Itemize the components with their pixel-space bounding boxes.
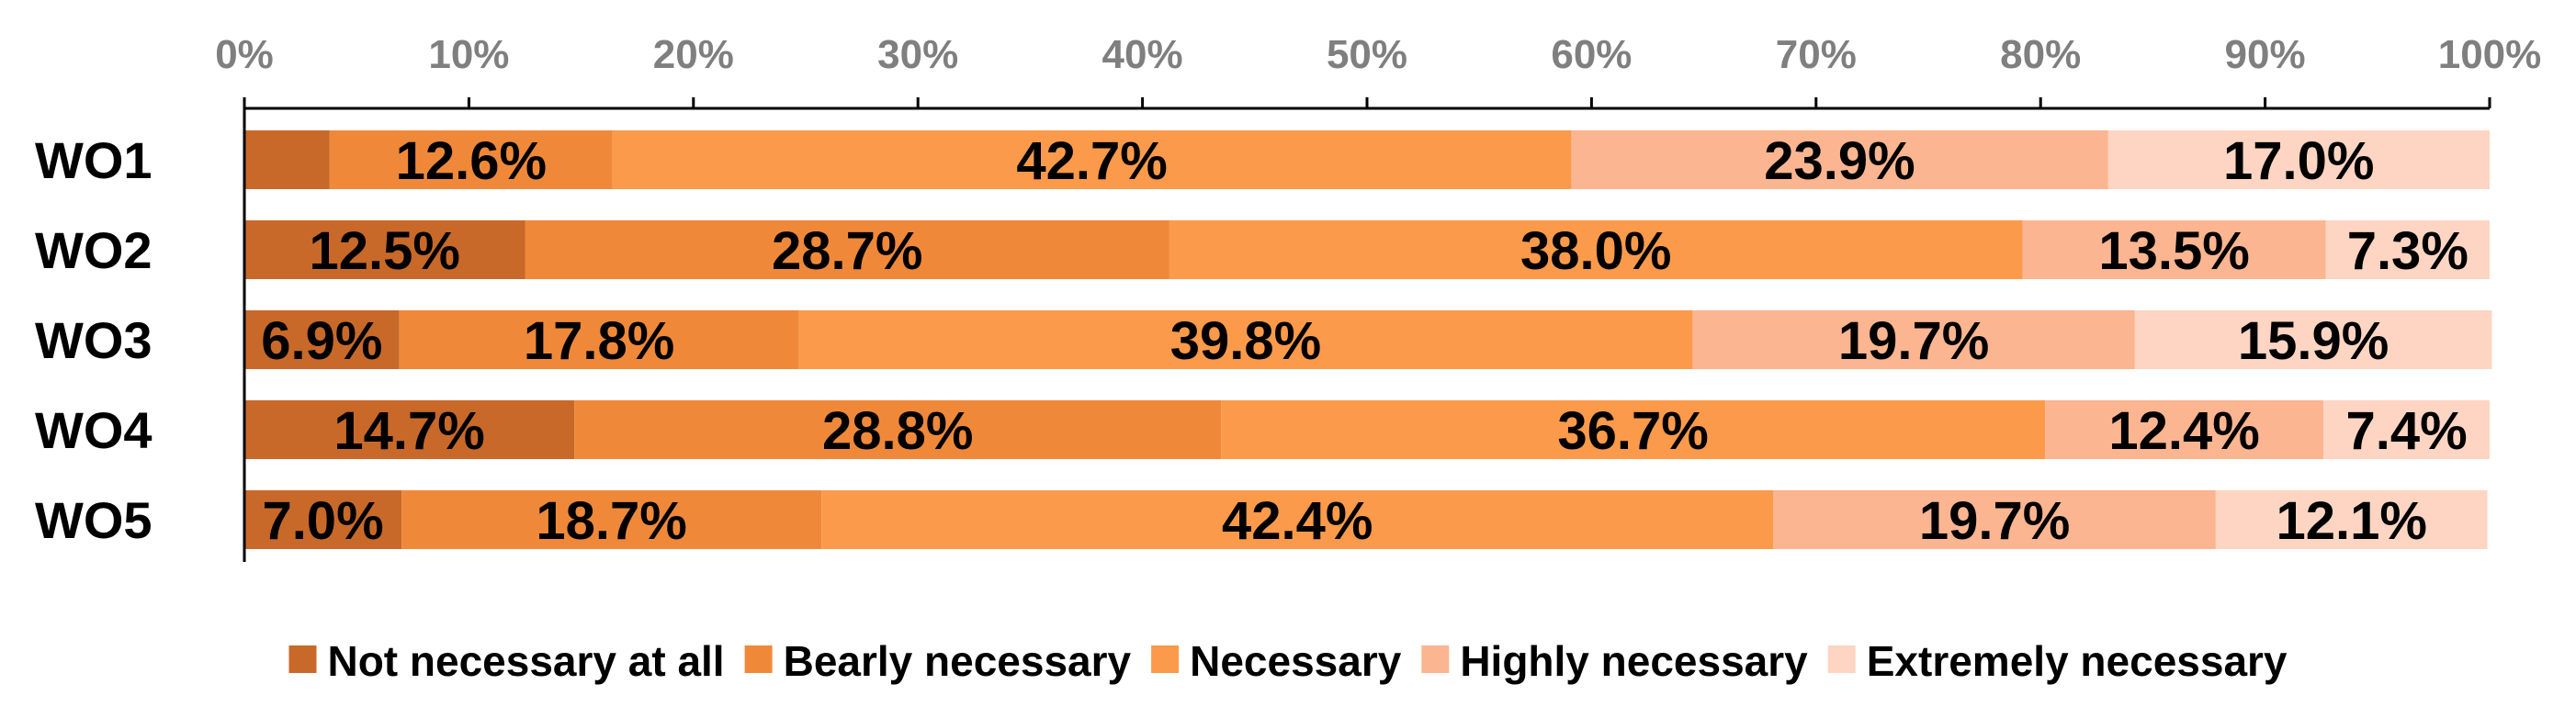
bar-segment-highly-necessary — [1773, 490, 2216, 549]
bar-segment-not-necessary-at-all — [244, 490, 402, 549]
bar-segment-not-necessary-at-all — [244, 310, 400, 369]
bar-segment-highly-necessary — [1692, 310, 2135, 369]
bar-segment-necessary — [1169, 220, 2023, 279]
legend-label: Not necessary at all — [327, 637, 724, 685]
bar-segment-highly-necessary — [2022, 220, 2326, 279]
x-tick-label: 60% — [1551, 32, 1632, 77]
x-tick-label: 10% — [428, 32, 509, 77]
x-tick-label: 40% — [1102, 32, 1183, 77]
legend-label: Extremely necessary — [1867, 637, 2288, 685]
bar-segment-bearly-necessary — [525, 220, 1169, 279]
bar-segment-bearly-necessary — [401, 490, 822, 549]
x-axis-ticks: 0% 10% 20% 30% 40% 50% 60% 70% 80% 90% 100% — [215, 32, 2541, 108]
bar-segment-bearly-necessary — [399, 310, 799, 369]
bar-segment-extremely-necessary — [2134, 310, 2492, 369]
bar-segment-necessary — [821, 490, 1774, 549]
x-tick-label: 90% — [2225, 32, 2306, 77]
axes — [243, 107, 2490, 562]
bar-segment-bearly-necessary — [329, 130, 613, 189]
legend-swatch-extremely-necessary — [1827, 645, 1856, 673]
x-tick-label: 50% — [1327, 32, 1407, 77]
bar-segment-extremely-necessary — [2325, 220, 2490, 279]
data-label: 12.1% — [2276, 491, 2426, 551]
data-label: 38.0% — [1520, 221, 1671, 281]
bar-segment-bearly-necessary — [574, 400, 1222, 459]
x-tick-label: 0% — [215, 32, 274, 77]
data-label: 7.0% — [262, 491, 383, 551]
data-label: 39.8% — [1170, 311, 1321, 371]
data-label: 28.8% — [822, 401, 973, 461]
category-label: WO2 — [35, 221, 153, 279]
category-label: WO5 — [35, 491, 153, 549]
legend-label: Bearly necessary — [784, 637, 1132, 685]
data-label: 18.7% — [536, 491, 686, 551]
x-tick-label: 20% — [653, 32, 734, 77]
data-label: 13.5% — [2098, 221, 2249, 281]
data-label: 7.3% — [2347, 221, 2469, 281]
data-label: 7.4% — [2345, 401, 2467, 461]
bar-segment-highly-necessary — [2045, 400, 2324, 459]
data-labels: 12.6% 42.7% 23.9% 17.0% 12.5% 28.7% 38.0% 13.5%… — [261, 131, 2469, 551]
data-label: 12.5% — [310, 221, 460, 281]
bar-segment-not-necessary-at-all — [244, 220, 525, 279]
bar-segment-extremely-necessary — [2107, 130, 2490, 189]
bar-segment-necessary — [1221, 400, 2046, 459]
x-tick-label: 30% — [877, 32, 958, 77]
bar-segment-highly-necessary — [1571, 130, 2108, 189]
data-label: 42.4% — [1222, 491, 1373, 551]
bar-area — [244, 130, 2492, 549]
data-label: 19.7% — [1919, 491, 2070, 551]
legend-swatch-bearly-necessary — [744, 645, 773, 673]
data-label: 6.9% — [261, 311, 382, 371]
bar-segment-extremely-necessary — [2323, 400, 2490, 459]
data-label: 15.9% — [2238, 311, 2389, 371]
data-label: 12.6% — [396, 131, 547, 191]
data-label: 42.7% — [1016, 131, 1167, 191]
category-label: WO1 — [35, 131, 153, 189]
bar-segment-not-necessary-at-all — [244, 130, 330, 189]
data-label: 28.7% — [772, 221, 922, 281]
x-tick-label: 70% — [1776, 32, 1857, 77]
data-label: 17.0% — [2223, 131, 2374, 191]
data-label: 12.4% — [2108, 401, 2259, 461]
legend-swatch-highly-necessary — [1421, 645, 1450, 673]
legend: Not necessary at all Bearly necessary Nece… — [288, 637, 2288, 685]
x-tick-label: 80% — [2000, 32, 2081, 77]
category-label: WO4 — [35, 401, 153, 459]
bar-segment-necessary — [798, 310, 1693, 369]
legend-label: Necessary — [1190, 637, 1402, 685]
legend-label: Highly necessary — [1460, 637, 1808, 685]
x-tick-label: 100% — [2438, 32, 2542, 77]
bar-segment-necessary — [612, 130, 1572, 189]
data-label: 14.7% — [333, 401, 484, 461]
data-label: 19.7% — [1838, 311, 1989, 371]
data-label: 17.8% — [524, 311, 674, 371]
bar-segment-extremely-necessary — [2215, 490, 2488, 549]
category-labels: WO1 WO2 WO3 WO4 WO5 — [35, 131, 153, 549]
legend-swatch-not-necessary-at-all — [288, 645, 317, 673]
data-label: 36.7% — [1557, 401, 1708, 461]
data-label: 23.9% — [1764, 131, 1915, 191]
legend-swatch-necessary — [1151, 645, 1180, 673]
bar-segment-not-necessary-at-all — [244, 400, 575, 459]
category-label: WO3 — [35, 311, 153, 369]
